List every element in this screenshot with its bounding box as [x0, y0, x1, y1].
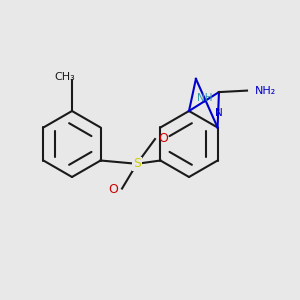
Text: O: O	[159, 132, 169, 145]
Text: N: N	[215, 108, 223, 118]
Text: NH: NH	[197, 93, 212, 103]
Text: S: S	[133, 157, 141, 170]
Text: CH₃: CH₃	[54, 72, 75, 82]
Text: NH₂: NH₂	[254, 85, 276, 96]
Text: O: O	[109, 183, 118, 196]
